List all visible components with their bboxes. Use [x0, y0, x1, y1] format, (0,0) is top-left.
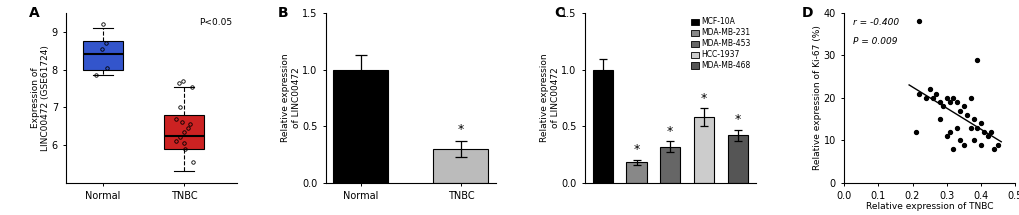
Point: [982, 130, 999, 134]
Text: *: *: [700, 92, 706, 105]
Point: [951, 138, 967, 142]
Y-axis label: Relative expression
of LINC00472: Relative expression of LINC00472: [540, 54, 559, 142]
Point: [907, 130, 923, 134]
Text: B: B: [277, 6, 288, 20]
Point: [945, 147, 961, 150]
Point: [988, 143, 1005, 146]
Point: [941, 100, 957, 104]
Point: [930, 100, 947, 104]
Point: [962, 96, 978, 100]
Point: [948, 126, 964, 129]
Point: [910, 92, 926, 95]
Point: [945, 96, 961, 100]
Point: [930, 117, 947, 121]
Bar: [626, 162, 646, 183]
Bar: [433, 149, 488, 183]
Bar: [693, 117, 713, 183]
Bar: [727, 135, 747, 183]
Point: [948, 100, 964, 104]
Point: [975, 130, 991, 134]
Point: [941, 130, 957, 134]
Text: *: *: [633, 143, 639, 156]
Point: [910, 20, 926, 23]
Point: [958, 113, 974, 117]
PathPatch shape: [83, 41, 123, 69]
Point: [965, 117, 981, 121]
Y-axis label: Expression of
LINC00472 (GSE61724): Expression of LINC00472 (GSE61724): [31, 45, 50, 151]
Legend: MCF-10A, MDA-MB-231, MDA-MB-453, HCC-1937, MDA-MB-468: MCF-10A, MDA-MB-231, MDA-MB-453, HCC-193…: [690, 17, 751, 71]
Point: [965, 138, 981, 142]
Point: [920, 88, 936, 91]
Point: [972, 143, 988, 146]
Point: [962, 126, 978, 129]
PathPatch shape: [164, 115, 204, 149]
Text: *: *: [734, 113, 740, 126]
Point: [972, 122, 988, 125]
Text: P = 0.009: P = 0.009: [852, 37, 897, 46]
Point: [955, 104, 971, 108]
Text: C: C: [553, 6, 564, 20]
Text: P<0.05: P<0.05: [199, 18, 231, 27]
Bar: [659, 146, 680, 183]
Point: [927, 92, 944, 95]
Text: A: A: [29, 6, 40, 20]
Text: r = -0.400: r = -0.400: [852, 18, 898, 27]
Point: [951, 109, 967, 112]
Point: [917, 96, 933, 100]
Point: [937, 96, 954, 100]
Point: [968, 126, 984, 129]
Bar: [592, 69, 612, 183]
Y-axis label: Relative expression of Ki-67 (%): Relative expression of Ki-67 (%): [812, 25, 821, 170]
Point: [985, 147, 1002, 150]
Text: D: D: [801, 6, 812, 20]
Text: *: *: [666, 125, 673, 138]
Point: [955, 143, 971, 146]
Y-axis label: Relative expression
of LINC00472: Relative expression of LINC00472: [281, 54, 301, 142]
Point: [924, 96, 941, 100]
Point: [934, 104, 951, 108]
X-axis label: Relative expression of TNBC: Relative expression of TNBC: [865, 203, 993, 212]
Text: *: *: [458, 123, 464, 136]
Point: [937, 134, 954, 138]
Point: [968, 58, 984, 61]
Bar: [333, 69, 388, 183]
Point: [978, 134, 995, 138]
